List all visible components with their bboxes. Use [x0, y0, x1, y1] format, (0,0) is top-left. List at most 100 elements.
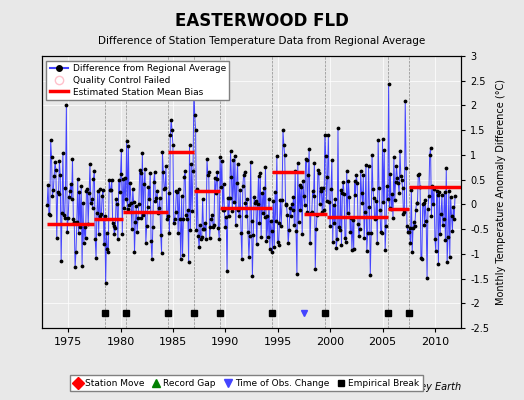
Point: [382, 223, 390, 229]
Point: [209, 224, 217, 230]
Point: [183, 207, 192, 214]
Point: [315, 200, 324, 207]
Point: [96, 212, 105, 219]
Point: [66, 188, 74, 194]
Point: [368, 152, 376, 158]
Point: [280, 142, 288, 148]
Point: [403, 228, 412, 235]
Point: [403, 223, 411, 230]
Point: [245, 254, 253, 260]
Point: [207, 216, 215, 222]
Point: [431, 236, 439, 242]
Point: [276, 197, 285, 203]
Point: [323, 174, 332, 180]
Point: [154, 210, 162, 216]
Point: [451, 193, 459, 200]
Point: [89, 205, 97, 212]
Point: [444, 234, 452, 240]
Point: [122, 196, 130, 203]
Point: [318, 208, 326, 215]
Point: [195, 244, 203, 250]
Point: [388, 191, 396, 197]
Point: [241, 169, 249, 176]
Point: [52, 235, 61, 242]
Point: [416, 184, 424, 190]
Point: [119, 176, 127, 182]
Point: [227, 174, 236, 180]
Point: [150, 169, 159, 175]
Point: [410, 219, 418, 226]
Point: [105, 177, 113, 183]
Point: [151, 198, 160, 204]
Point: [237, 229, 245, 236]
Point: [385, 81, 393, 88]
Point: [83, 186, 92, 193]
Point: [155, 205, 163, 212]
Point: [176, 216, 184, 222]
Point: [63, 228, 71, 235]
Y-axis label: Monthly Temperature Anomaly Difference (°C): Monthly Temperature Anomaly Difference (…: [496, 79, 506, 305]
Point: [242, 212, 250, 219]
Point: [187, 161, 195, 168]
Point: [390, 153, 398, 160]
Point: [201, 220, 210, 226]
Point: [406, 224, 414, 231]
Point: [252, 198, 260, 204]
Point: [77, 183, 85, 189]
Point: [68, 156, 77, 162]
Point: [60, 212, 68, 218]
Point: [78, 263, 86, 270]
Point: [396, 148, 404, 154]
Point: [390, 197, 399, 203]
Point: [427, 213, 435, 220]
Point: [235, 213, 244, 219]
Point: [76, 224, 84, 230]
Point: [344, 178, 353, 184]
Point: [250, 193, 258, 200]
Point: [135, 201, 143, 208]
Point: [375, 184, 383, 191]
Point: [156, 194, 164, 201]
Point: [232, 222, 240, 228]
Point: [439, 222, 447, 229]
Point: [45, 211, 53, 217]
Point: [445, 254, 454, 260]
Point: [351, 191, 359, 198]
Point: [224, 194, 232, 201]
Point: [361, 209, 369, 215]
Point: [228, 208, 236, 214]
Point: [442, 164, 451, 171]
Point: [53, 189, 62, 196]
Point: [346, 229, 354, 236]
Point: [335, 227, 344, 234]
Point: [210, 222, 218, 228]
Point: [52, 166, 60, 173]
Point: [130, 249, 139, 256]
Point: [398, 185, 407, 191]
Point: [353, 180, 362, 186]
Point: [443, 258, 451, 265]
Point: [215, 236, 223, 242]
Point: [191, 112, 199, 118]
Point: [305, 146, 313, 152]
Point: [174, 230, 182, 236]
Point: [233, 179, 241, 186]
Point: [60, 215, 69, 221]
Point: [222, 214, 231, 220]
Point: [339, 179, 347, 186]
Point: [317, 188, 325, 194]
Point: [168, 127, 176, 133]
Point: [418, 256, 426, 262]
Point: [399, 210, 408, 217]
Point: [378, 136, 387, 142]
Point: [435, 188, 443, 195]
Point: [225, 195, 234, 201]
Point: [372, 214, 380, 221]
Point: [450, 216, 458, 222]
Point: [336, 187, 345, 194]
Point: [175, 186, 183, 192]
Point: [121, 174, 129, 181]
Point: [343, 210, 352, 216]
Point: [367, 230, 375, 236]
Point: [408, 248, 417, 255]
